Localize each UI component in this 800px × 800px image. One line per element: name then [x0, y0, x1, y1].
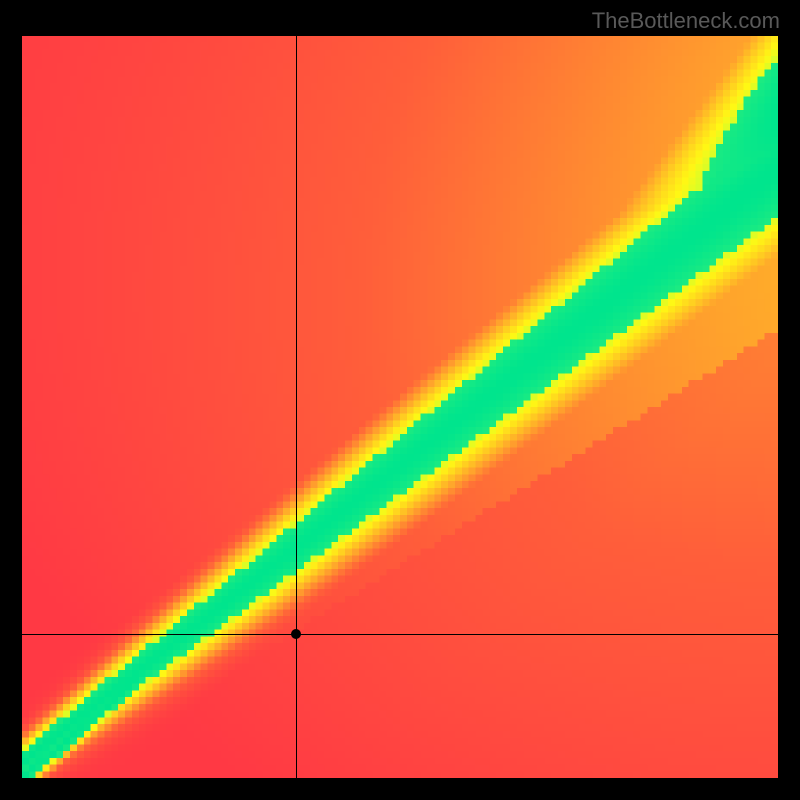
watermark-text: TheBottleneck.com	[592, 8, 780, 34]
heatmap-plot	[22, 36, 778, 778]
heatmap-canvas	[22, 36, 778, 778]
crosshair-horizontal	[22, 634, 778, 635]
data-point-marker	[291, 629, 301, 639]
crosshair-vertical	[296, 36, 297, 778]
